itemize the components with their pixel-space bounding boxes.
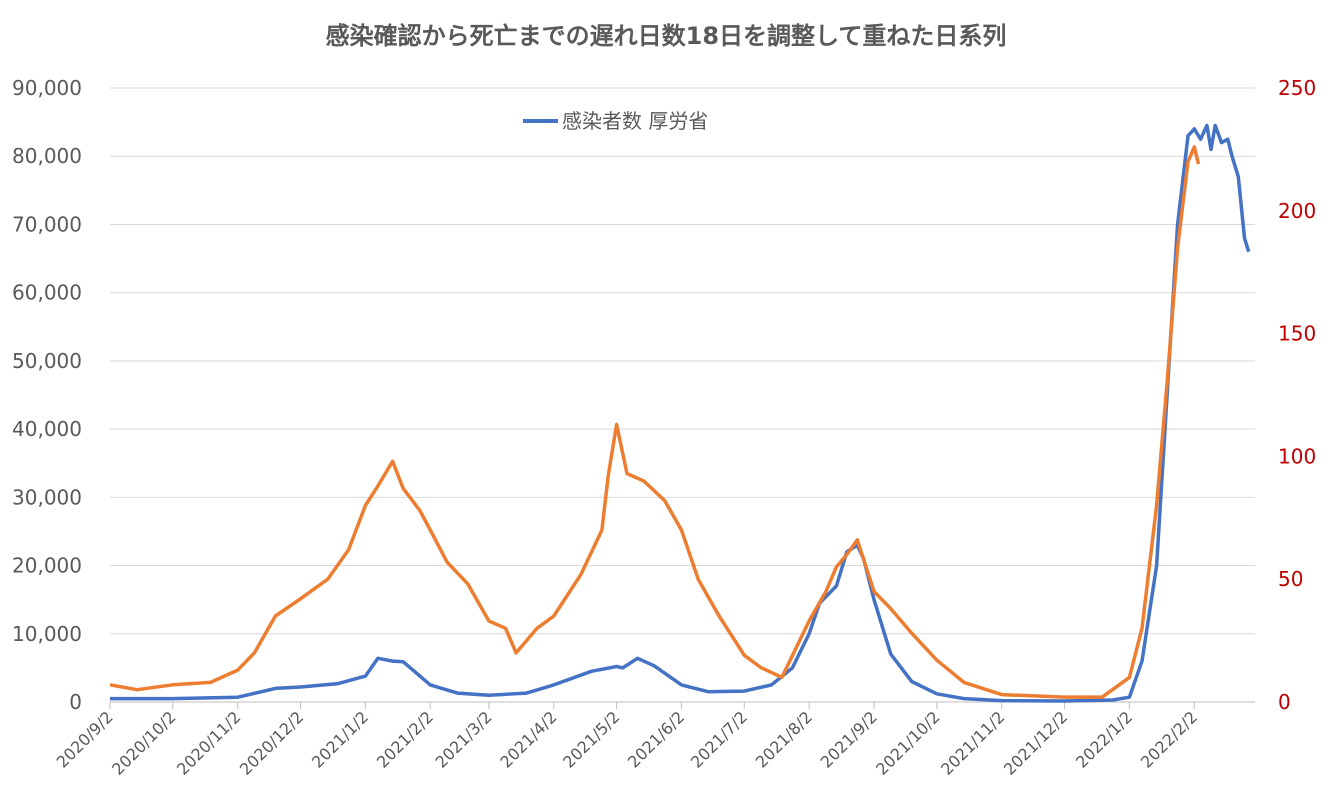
- x-axis-tick-label: 2020/9/2: [53, 707, 117, 771]
- x-axis-tick-label: 2021/12/2: [1000, 707, 1071, 778]
- x-axis-tick-label: 2022/1/2: [1072, 707, 1136, 771]
- series-line-cases: [110, 123, 1251, 703]
- left-axis-tick-label: 30,000: [12, 485, 82, 509]
- left-axis-tick-label: 70,000: [12, 212, 82, 236]
- x-axis-tick-label: 2022/2/2: [1137, 707, 1201, 771]
- left-axis-tick-label: 0: [69, 690, 82, 714]
- right-axis-tick-label: 0: [1278, 690, 1291, 714]
- series-line-deaths: [109, 145, 1201, 699]
- right-axis-tick-label: 250: [1278, 76, 1316, 100]
- x-axis-tick-label: 2020/11/2: [173, 707, 244, 778]
- x-axis-tick-label: 2020/12/2: [236, 707, 307, 778]
- x-axis-tick-label: 2021/7/2: [687, 707, 751, 771]
- right-axis-tick-label: 150: [1278, 322, 1316, 346]
- x-axis-tick-label: 2021/5/2: [559, 707, 623, 771]
- x-axis-tick-label: 2021/2/2: [373, 707, 437, 771]
- left-axis-tick-label: 40,000: [12, 417, 82, 441]
- x-axis-tick-label: 2021/4/2: [496, 707, 560, 771]
- x-axis-tick-label: 2021/1/2: [308, 707, 372, 771]
- left-axis-tick-label: 50,000: [12, 349, 82, 373]
- x-axis-tick-label: 2021/9/2: [817, 707, 881, 771]
- legend: 感染者数 厚労省: [523, 109, 708, 133]
- left-axis-tick-label: 20,000: [12, 554, 82, 578]
- x-axis-tick-label: 2021/10/2: [872, 707, 943, 778]
- legend-label-cases: 感染者数 厚労省: [562, 109, 708, 133]
- x-axis-tick-label: 2021/8/2: [752, 707, 816, 771]
- left-axis-tick-label: 60,000: [12, 281, 82, 305]
- x-axis-tick-label: 2021/6/2: [624, 707, 688, 771]
- chart-title: 感染確認から死亡までの遅れ日数18日を調整して重ねた日系列: [326, 22, 1007, 50]
- left-axis-tick-label: 10,000: [12, 622, 82, 646]
- left-axis-tick-label: 90,000: [12, 76, 82, 100]
- x-axis-tick-label: 2021/3/2: [431, 707, 495, 771]
- right-axis-tick-label: 50: [1278, 567, 1303, 591]
- x-axis-tick-label: 2021/11/2: [937, 707, 1008, 778]
- right-axis-tick-label: 200: [1278, 199, 1316, 223]
- series-lines: [109, 123, 1251, 703]
- gridlines: [110, 87, 1255, 703]
- x-axis-tick-label: 2020/10/2: [108, 707, 179, 778]
- left-axis-tick-label: 80,000: [12, 144, 82, 168]
- right-axis-tick-label: 100: [1278, 444, 1316, 468]
